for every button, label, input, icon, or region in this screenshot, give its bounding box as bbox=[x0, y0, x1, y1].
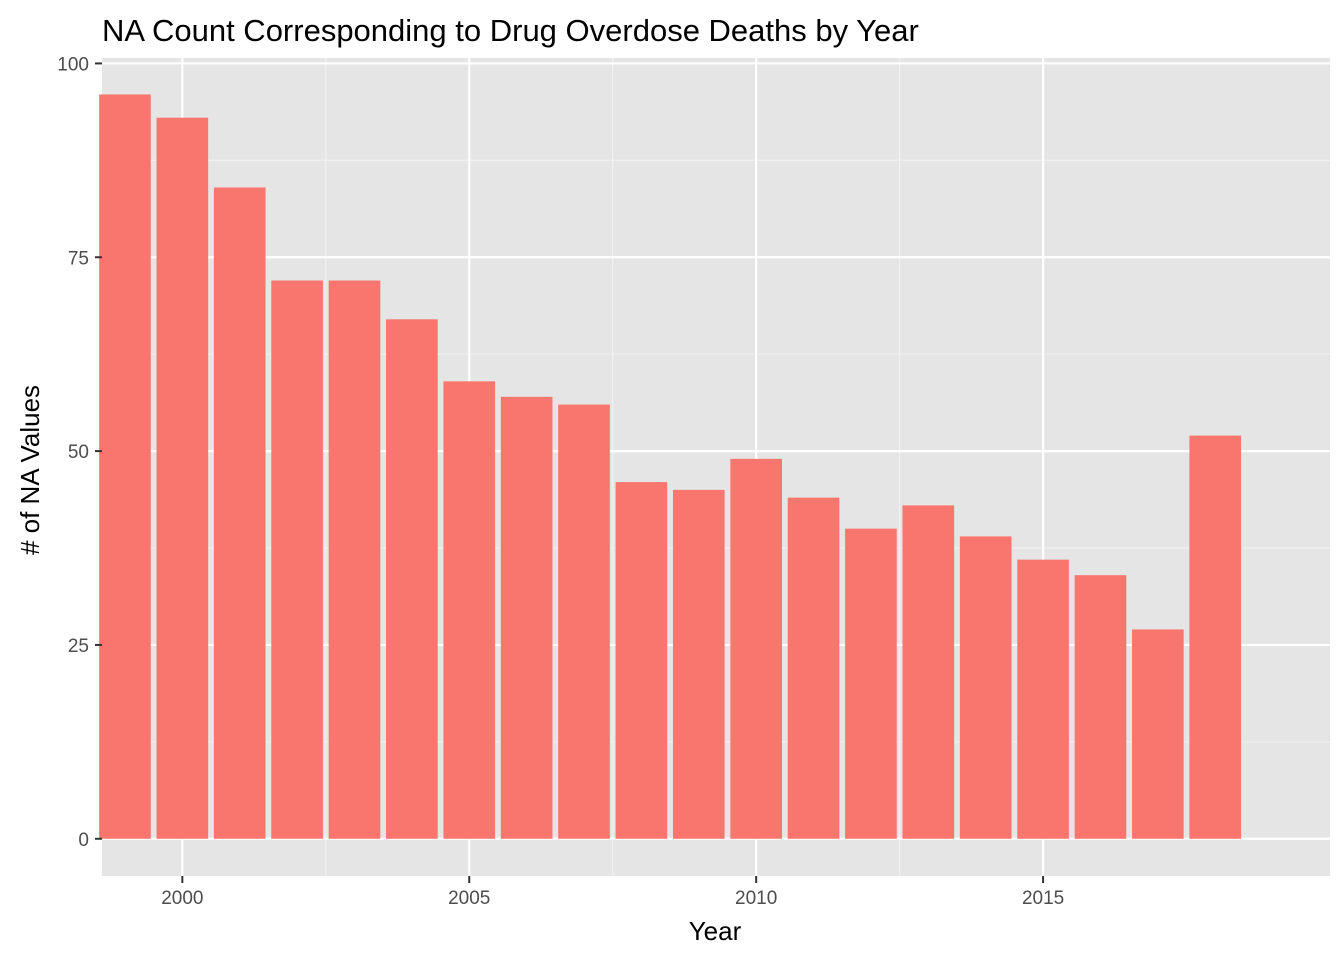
y-tick-label: 100 bbox=[57, 54, 89, 75]
x-axis-title: Year bbox=[689, 916, 742, 946]
x-tick-label: 2010 bbox=[735, 888, 777, 909]
y-tick-label: 50 bbox=[68, 442, 89, 463]
y-tick-label: 75 bbox=[68, 248, 89, 269]
x-tick-label: 2005 bbox=[448, 888, 490, 909]
chart-title: NA Count Corresponding to Drug Overdose … bbox=[102, 13, 919, 48]
bar-2012 bbox=[845, 528, 897, 839]
bar-2013 bbox=[902, 505, 955, 839]
bar-2001 bbox=[213, 187, 266, 839]
bars bbox=[99, 94, 1242, 839]
bar-2018 bbox=[1189, 435, 1242, 839]
bar-2009 bbox=[672, 489, 725, 839]
bar-2011 bbox=[787, 497, 840, 839]
bar-2008 bbox=[615, 482, 668, 839]
bar-2017 bbox=[1132, 629, 1184, 839]
bar-2010 bbox=[730, 458, 782, 839]
y-axis: 0 25 50 75 100 bbox=[57, 54, 102, 851]
y-tick-label: 25 bbox=[68, 636, 89, 657]
x-tick-label: 2000 bbox=[161, 888, 203, 909]
bar-2015 bbox=[1017, 559, 1069, 839]
bar-2002 bbox=[271, 280, 323, 839]
y-axis-title: # of NA Values bbox=[15, 385, 45, 555]
bar-1999 bbox=[99, 94, 151, 839]
bar-2007 bbox=[558, 404, 610, 839]
bar-2005 bbox=[443, 381, 496, 839]
bar-2014 bbox=[959, 536, 1012, 839]
x-tick-label: 2015 bbox=[1022, 888, 1064, 909]
y-tick-label: 0 bbox=[78, 830, 89, 851]
bar-2004 bbox=[386, 319, 438, 839]
bar-2003 bbox=[328, 280, 381, 839]
bar-2000 bbox=[156, 117, 209, 839]
bar-2016 bbox=[1074, 575, 1127, 839]
x-axis: 2000 2005 2010 2015 bbox=[161, 876, 1064, 909]
bar-2006 bbox=[500, 396, 553, 839]
